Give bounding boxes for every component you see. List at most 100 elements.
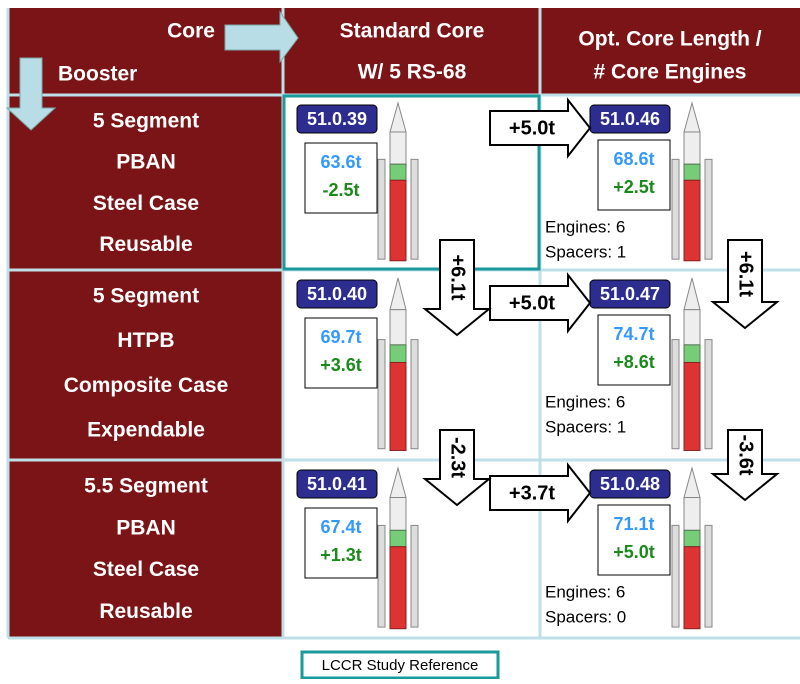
payload-box bbox=[304, 317, 378, 389]
config-id: 51.0.48 bbox=[600, 474, 660, 494]
down-arrow bbox=[710, 429, 780, 502]
rocket-interstage bbox=[683, 529, 701, 548]
down-arrow bbox=[422, 429, 492, 507]
booster-label: HTPB bbox=[117, 329, 174, 352]
down-arrow bbox=[710, 239, 780, 330]
down-label: -3.6t bbox=[735, 434, 757, 475]
rocket bbox=[377, 277, 419, 451]
payload-box bbox=[304, 142, 378, 214]
config-id: 51.0.40 bbox=[307, 284, 367, 304]
config-id-box bbox=[296, 279, 378, 309]
rocket-upper bbox=[683, 131, 701, 165]
rocket-nose bbox=[683, 101, 701, 133]
payload-delta: +3.6t bbox=[320, 355, 362, 375]
payload-box bbox=[597, 314, 671, 386]
config-id-box bbox=[589, 104, 671, 134]
payload-box bbox=[597, 139, 671, 211]
rocket-upper bbox=[683, 309, 701, 346]
booster-label: 5 Segment bbox=[93, 285, 199, 308]
rocket-side-booster bbox=[410, 158, 419, 260]
rocket-nose bbox=[683, 277, 701, 311]
booster-label: PBAN bbox=[116, 516, 176, 539]
header-optimized: Opt. Core Length / bbox=[578, 28, 761, 51]
rocket-upper bbox=[389, 131, 407, 165]
core-arrow bbox=[224, 10, 299, 64]
config-id: 51.0.46 bbox=[600, 109, 660, 129]
header-optimized: # Core Engines bbox=[594, 61, 747, 84]
gain-label: +3.7t bbox=[509, 482, 555, 504]
spacers: Spacers: 1 bbox=[545, 417, 626, 436]
booster-label: Steel Case bbox=[93, 558, 199, 581]
rocket-side-booster bbox=[704, 524, 713, 628]
legend-text: LCCR Study Reference bbox=[322, 657, 479, 674]
rocket-interstage bbox=[389, 529, 407, 548]
rocket-side-booster bbox=[671, 524, 680, 628]
gain-arrow bbox=[489, 462, 592, 524]
config-id: 51.0.39 bbox=[307, 109, 367, 129]
legend-box bbox=[300, 650, 500, 680]
booster-column-bg bbox=[8, 95, 283, 638]
booster-label: 5.5 Segment bbox=[84, 475, 208, 498]
rocket-nose bbox=[389, 101, 407, 133]
rocket-side-booster bbox=[377, 524, 386, 628]
rocket-nose bbox=[389, 466, 407, 499]
payload-delta: +1.3t bbox=[320, 545, 362, 565]
down-arrow bbox=[422, 239, 492, 337]
config-id: 51.0.41 bbox=[307, 474, 367, 494]
rocket-upper bbox=[389, 497, 407, 531]
booster-label: Composite Case bbox=[64, 374, 229, 397]
config-id: 51.0.47 bbox=[600, 284, 660, 304]
down-label: +6.1t bbox=[447, 254, 469, 300]
rocket-core bbox=[389, 546, 407, 630]
payload-box bbox=[304, 507, 378, 579]
booster-label: Reusable bbox=[99, 233, 192, 256]
rocket-side-booster bbox=[704, 158, 713, 260]
reference-highlight bbox=[282, 94, 541, 271]
booster-label: 5 Segment bbox=[93, 110, 199, 133]
gain-label: +5.0t bbox=[509, 292, 555, 314]
rocket-core bbox=[389, 361, 407, 451]
payload-delta: +2.5t bbox=[613, 177, 655, 197]
rocket-upper bbox=[683, 497, 701, 531]
rocket-side-booster bbox=[671, 339, 680, 450]
rocket-interstage bbox=[389, 163, 407, 181]
spacers: Spacers: 1 bbox=[545, 242, 626, 261]
payload: 71.1t bbox=[613, 514, 654, 534]
booster-label: Reusable bbox=[99, 600, 192, 623]
booster-label: Expendable bbox=[87, 418, 205, 441]
header-standard: Standard Core bbox=[340, 20, 485, 43]
header-standard: W/ 5 RS-68 bbox=[358, 61, 467, 84]
booster-label: PBAN bbox=[116, 151, 176, 174]
rocket-interstage bbox=[683, 163, 701, 181]
config-id-box bbox=[589, 469, 671, 499]
down-label: +6.1t bbox=[735, 251, 757, 297]
rocket-interstage bbox=[683, 344, 701, 363]
config-id-box bbox=[296, 469, 378, 499]
engines: Engines: 6 bbox=[545, 217, 625, 236]
rocket bbox=[671, 101, 713, 262]
header-bg bbox=[8, 8, 800, 95]
rocket-core bbox=[683, 179, 701, 262]
rocket-core bbox=[683, 361, 701, 451]
rocket bbox=[377, 466, 419, 630]
config-id-box bbox=[589, 279, 671, 309]
payload: 63.6t bbox=[320, 152, 361, 172]
rocket-nose bbox=[683, 466, 701, 499]
gain-arrow bbox=[489, 97, 592, 159]
rocket-side-booster bbox=[410, 339, 419, 450]
rocket-core bbox=[389, 179, 407, 262]
booster-label: Steel Case bbox=[93, 192, 199, 215]
rocket-side-booster bbox=[377, 339, 386, 450]
rocket-core bbox=[683, 546, 701, 630]
rocket-side-booster bbox=[410, 524, 419, 628]
header-core: Core bbox=[167, 20, 215, 43]
spacers: Spacers: 0 bbox=[545, 607, 626, 626]
down-label: -2.3t bbox=[447, 437, 469, 478]
rocket-nose bbox=[389, 277, 407, 311]
engines: Engines: 6 bbox=[545, 392, 625, 411]
payload-delta: +5.0t bbox=[613, 542, 655, 562]
rocket-side-booster bbox=[377, 158, 386, 260]
payload-delta: +8.6t bbox=[613, 352, 655, 372]
rocket-side-booster bbox=[671, 158, 680, 260]
